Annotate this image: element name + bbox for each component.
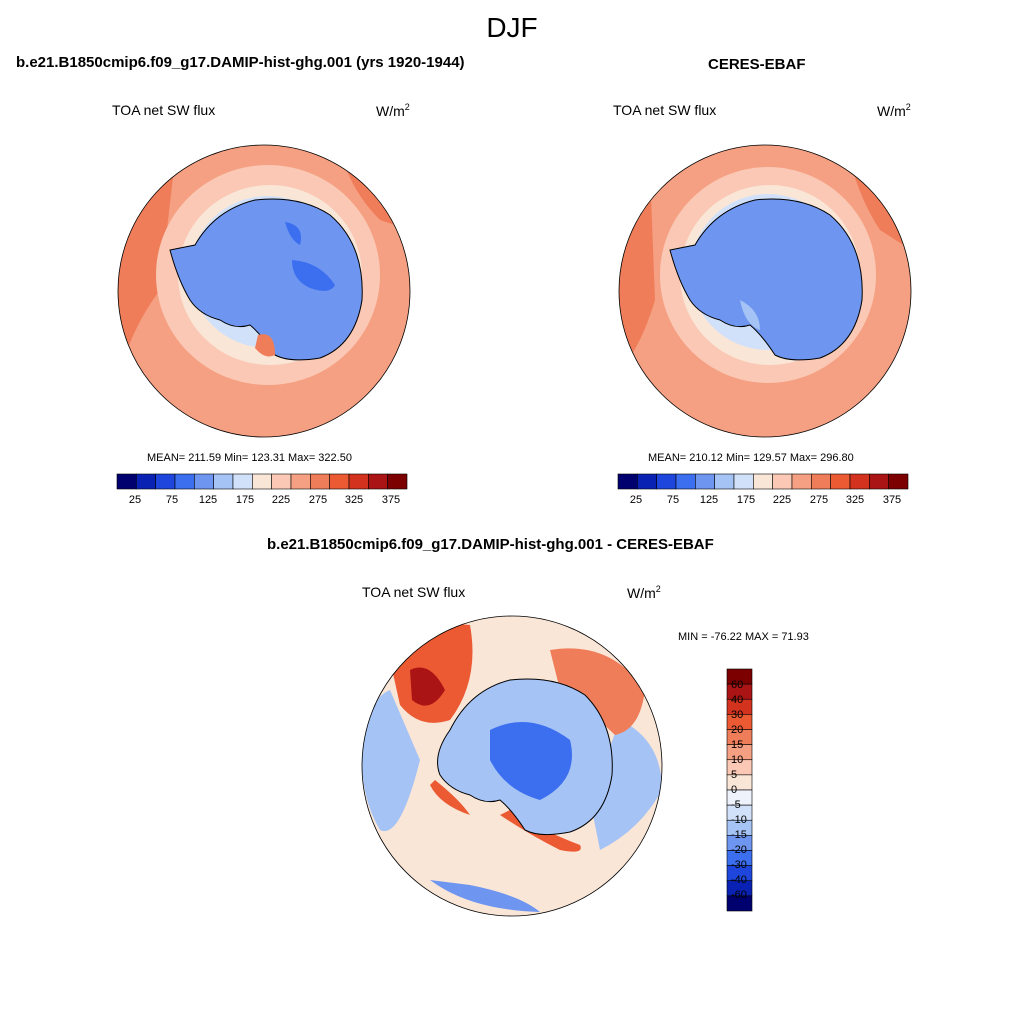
colorbar-swatch [136, 473, 156, 490]
colorbar-tick: 125 [699, 494, 719, 506]
panel3-units: W/m2 [627, 584, 661, 601]
colorbar-tick: 175 [235, 494, 255, 506]
colorbar-swatch [753, 473, 773, 490]
colorbar-swatch [194, 473, 214, 490]
panel3-title: b.e21.B1850cmip6.f09_g17.DAMIP-hist-ghg.… [267, 536, 714, 553]
colorbar-label: 60 [731, 679, 744, 691]
colorbar-tick: 375 [381, 494, 401, 506]
difference-polar-map [361, 615, 663, 917]
colorbar-label: -15 [731, 829, 747, 841]
colorbar-swatch [290, 473, 311, 490]
panel2-units: W/m2 [877, 102, 911, 119]
panel3-stats: MIN = -76.22 MAX = 71.93 [678, 631, 809, 643]
model-colorbar [116, 473, 408, 490]
panel2-variable: TOA net SW flux [613, 102, 717, 118]
colorbar-swatch [368, 473, 388, 490]
colorbar-swatch [675, 473, 696, 490]
colorbar-tick: 75 [666, 494, 680, 506]
model-polar-map [117, 144, 411, 438]
panel1-stats: MEAN= 211.59 Min= 123.31 Max= 322.50 [147, 452, 352, 464]
colorbar-label: -40 [731, 874, 747, 886]
colorbar-label: 0 [731, 784, 738, 796]
colorbar-swatch [310, 473, 330, 490]
panel2-stats: MEAN= 210.12 Min= 129.57 Max= 296.80 [648, 452, 854, 464]
obs-polar-map [618, 144, 912, 438]
colorbar-swatch [869, 473, 889, 490]
colorbar-label: -10 [731, 814, 747, 826]
colorbar-tick: 275 [809, 494, 829, 506]
colorbar-swatch [155, 473, 176, 490]
colorbar-label: -30 [731, 859, 747, 871]
colorbar-label: 20 [731, 724, 744, 736]
colorbar-swatch [232, 473, 253, 490]
colorbar-tick: 75 [165, 494, 179, 506]
panel3-variable: TOA net SW flux [362, 584, 466, 600]
colorbar-swatch [329, 473, 350, 490]
colorbar-swatch [733, 473, 754, 490]
colorbar-tick: 225 [772, 494, 792, 506]
colorbar-swatch [726, 895, 753, 912]
colorbar-swatch [116, 473, 137, 490]
colorbar-label: -5 [731, 799, 741, 811]
colorbar-tick: 175 [736, 494, 756, 506]
colorbar-swatch [791, 473, 812, 490]
colorbar-tick: 325 [344, 494, 364, 506]
colorbar-swatch [830, 473, 851, 490]
colorbar-swatch [174, 473, 195, 490]
colorbar-swatch [617, 473, 638, 490]
panel2-title: CERES-EBAF [708, 56, 806, 73]
figure-title: DJF [486, 12, 538, 43]
colorbar-swatch [387, 473, 408, 490]
colorbar-tick: 275 [308, 494, 328, 506]
colorbar-label: 15 [731, 739, 744, 751]
panel1-title: b.e21.B1850cmip6.f09_g17.DAMIP-hist-ghg.… [16, 54, 465, 71]
colorbar-label: -20 [731, 844, 747, 856]
colorbar-swatch [849, 473, 870, 490]
colorbar-label: 5 [731, 769, 738, 781]
colorbar-label: 30 [731, 709, 744, 721]
colorbar-swatch [772, 473, 793, 490]
colorbar-swatch [637, 473, 657, 490]
colorbar-label: 40 [731, 694, 744, 706]
panel1-variable: TOA net SW flux [112, 102, 216, 118]
colorbar-tick: 125 [198, 494, 218, 506]
colorbar-tick: 225 [271, 494, 291, 506]
colorbar-tick: 25 [128, 494, 142, 506]
colorbar-swatch [811, 473, 831, 490]
colorbar-label: -60 [731, 889, 747, 901]
colorbar-swatch [888, 473, 909, 490]
colorbar-tick: 375 [882, 494, 902, 506]
obs-colorbar [617, 473, 909, 490]
colorbar-swatch [714, 473, 735, 490]
colorbar-swatch [213, 473, 234, 490]
colorbar-label: 10 [731, 754, 744, 766]
colorbar-swatch [695, 473, 715, 490]
panel1-units: W/m2 [376, 102, 410, 119]
colorbar-swatch [252, 473, 272, 490]
difference-colorbar [726, 668, 753, 912]
colorbar-tick: 25 [629, 494, 643, 506]
colorbar-tick: 325 [845, 494, 865, 506]
colorbar-swatch [271, 473, 292, 490]
colorbar-swatch [656, 473, 677, 490]
colorbar-swatch [348, 473, 369, 490]
